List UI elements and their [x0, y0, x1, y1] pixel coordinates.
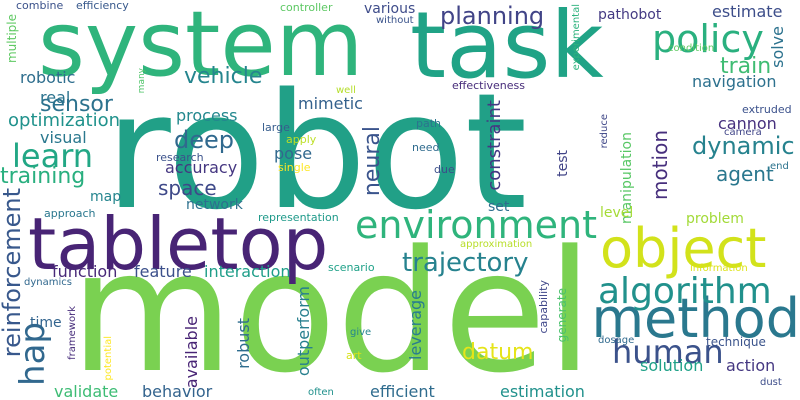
word-leverage: leverage — [406, 290, 425, 360]
word-generate: generate — [555, 288, 569, 343]
word-mimetic: mimetic — [298, 94, 363, 113]
word-multiple: multiple — [5, 14, 19, 64]
word-optimization: optimization — [8, 110, 120, 131]
word-constraint: constraint — [484, 100, 505, 191]
word-efficient: efficient — [370, 382, 435, 400]
word-agent: agent — [716, 162, 774, 186]
word-set: set — [488, 199, 510, 215]
word-extruded: extruded — [742, 103, 792, 116]
word-large: large — [262, 121, 290, 134]
word-algorithm: algorithm — [598, 271, 772, 312]
word-dynamic: dynamic — [692, 132, 795, 160]
word-dust: dust — [760, 377, 782, 388]
word-space: space — [158, 176, 217, 200]
word-method: method — [591, 287, 800, 350]
word-datum: datum — [462, 340, 534, 365]
word-often: often — [308, 387, 334, 398]
word-policy: policy — [652, 17, 764, 61]
word-capability: capability — [537, 280, 550, 334]
word-framework: framework — [67, 306, 78, 360]
word-model: model — [70, 214, 594, 400]
word-potential: potential — [103, 336, 114, 381]
word-deep: deep — [174, 126, 234, 154]
word-efficiency: efficiency — [76, 0, 129, 12]
word-without: without — [376, 15, 414, 26]
word-due: due — [434, 163, 455, 176]
word-available: available — [182, 316, 201, 389]
word-real: real — [40, 88, 71, 107]
word-camera: camera — [724, 127, 762, 138]
word-various: various — [364, 1, 416, 17]
word-planning: planning — [440, 2, 545, 30]
word-apply: apply — [286, 133, 317, 146]
word-level: level — [600, 205, 634, 221]
word-art: art — [346, 349, 362, 362]
word-object: object — [600, 217, 767, 280]
word-behavior: behavior — [142, 382, 213, 400]
word-combine: combine — [16, 0, 64, 12]
word-dynamics: dynamics — [24, 277, 72, 288]
word-information: information — [690, 263, 748, 274]
word-condition: condition — [668, 43, 715, 54]
word-environment: environment — [355, 203, 598, 247]
word-interaction: interaction — [204, 262, 291, 281]
word-path: path — [416, 117, 442, 130]
word-estimate: estimate — [712, 2, 783, 21]
word-robot: robot — [105, 58, 528, 245]
word-function: function — [52, 262, 118, 281]
word-motion: motion — [648, 130, 672, 201]
word-process: process — [176, 106, 238, 125]
word-solution: solution — [640, 356, 704, 375]
word-outperform: outperform — [294, 286, 313, 377]
word-pathobot: pathobot — [598, 7, 662, 23]
word-scenario: scenario — [328, 261, 375, 274]
word-effectiveness: effectiveness — [452, 79, 526, 92]
word-research: research — [156, 151, 204, 164]
word-estimation: estimation — [500, 382, 585, 400]
word-single: single — [278, 161, 311, 174]
word-experimental: experimental — [571, 4, 582, 71]
word-learn: learn — [12, 137, 94, 175]
word-robotic: robotic — [20, 68, 76, 87]
word-need: need — [412, 141, 440, 154]
word-train: train — [720, 54, 772, 79]
word-dosage: dosage — [598, 335, 635, 346]
word-action: action — [726, 356, 776, 375]
word-trajectory: trajectory — [402, 248, 529, 278]
word-approach: approach — [44, 207, 96, 220]
word-visual: visual — [40, 128, 87, 147]
word-time: time — [30, 315, 62, 331]
word-solve: solve — [768, 26, 787, 68]
word-reduce: reduce — [599, 114, 610, 149]
word-sensor: sensor — [40, 92, 113, 117]
word-pose: pose — [274, 144, 313, 163]
word-feature: feature — [134, 262, 192, 281]
word-problem: problem — [686, 211, 744, 227]
word-cannon: cannon — [718, 114, 777, 133]
word-many: many — [137, 68, 147, 94]
word-network: network — [186, 197, 243, 213]
word-task: task — [410, 0, 604, 99]
word-system: system — [38, 0, 364, 97]
word-tabletop: tabletop — [28, 202, 329, 286]
word-neural: neural — [360, 126, 385, 197]
word-approximation: approximation — [460, 239, 533, 250]
word-technique: technique — [706, 335, 766, 349]
word-human: human — [612, 333, 724, 371]
word-validate: validate — [54, 382, 119, 400]
word-test: test — [555, 150, 571, 177]
word-robust: robust — [234, 318, 253, 369]
word-controller: controller — [280, 1, 333, 14]
word-navigation: navigation — [692, 72, 777, 91]
word-give: give — [350, 327, 372, 338]
word-accuracy: accuracy — [165, 158, 238, 177]
word-representation: representation — [258, 211, 339, 224]
word-well: well — [336, 85, 356, 96]
word-vehicle: vehicle — [184, 64, 263, 89]
word-map: map — [90, 189, 122, 205]
word-reinforcement: reinforcement — [0, 188, 26, 358]
word-training: training — [0, 164, 86, 189]
word-end: end — [770, 161, 789, 172]
